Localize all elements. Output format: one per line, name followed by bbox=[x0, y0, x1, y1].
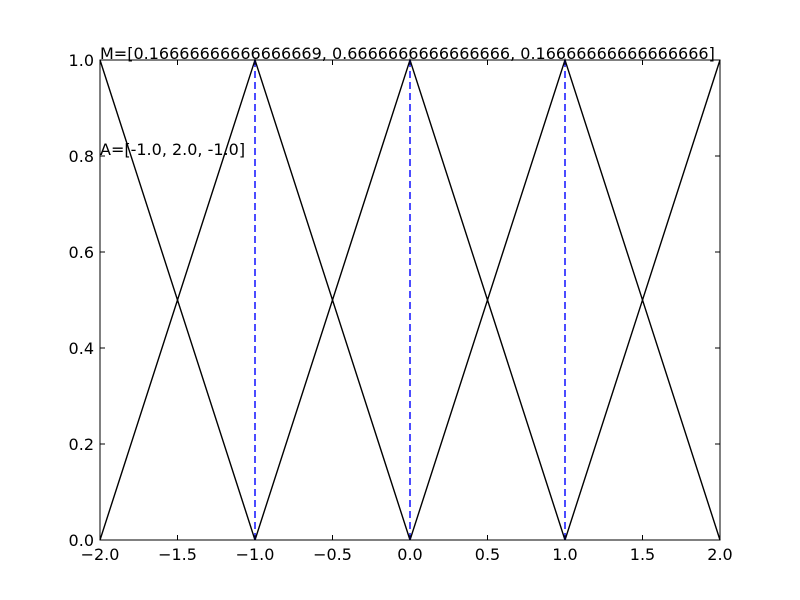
y-tick-label: 0.2 bbox=[69, 435, 94, 454]
x-tick-label: 0.0 bbox=[397, 545, 422, 564]
y-tick-label: 0.0 bbox=[69, 531, 94, 550]
y-tick-label: 0.6 bbox=[69, 243, 94, 262]
y-tick-label: 1.0 bbox=[69, 51, 94, 70]
series-layer bbox=[99, 57, 721, 541]
x-tick-label: 1.0 bbox=[552, 545, 577, 564]
annotation-a: A=[-1.0, 2.0, -1.0] bbox=[100, 140, 245, 159]
x-tick-label: −2.0 bbox=[81, 545, 120, 564]
x-tick-label: −1.0 bbox=[236, 545, 275, 564]
x-tick-label: −0.5 bbox=[313, 545, 352, 564]
y-tick-label: 0.4 bbox=[69, 339, 94, 358]
y-tick-label: 0.8 bbox=[69, 147, 94, 166]
x-tick-label: −1.5 bbox=[158, 545, 197, 564]
x-tick-label: 2.0 bbox=[707, 545, 732, 564]
series-line-4 bbox=[564, 59, 721, 541]
x-tick-label: 0.5 bbox=[475, 545, 500, 564]
tick-layer: −2.0 −1.5 −1.0 −0.5 0.0 0.5 1.0 1.5 2.0 0.0 0.2 0.4… bbox=[69, 51, 733, 564]
x-tick-label: 1.5 bbox=[630, 545, 655, 564]
annotation-m: M=[0.16666666666666669, 0.66666666666666… bbox=[100, 44, 715, 63]
